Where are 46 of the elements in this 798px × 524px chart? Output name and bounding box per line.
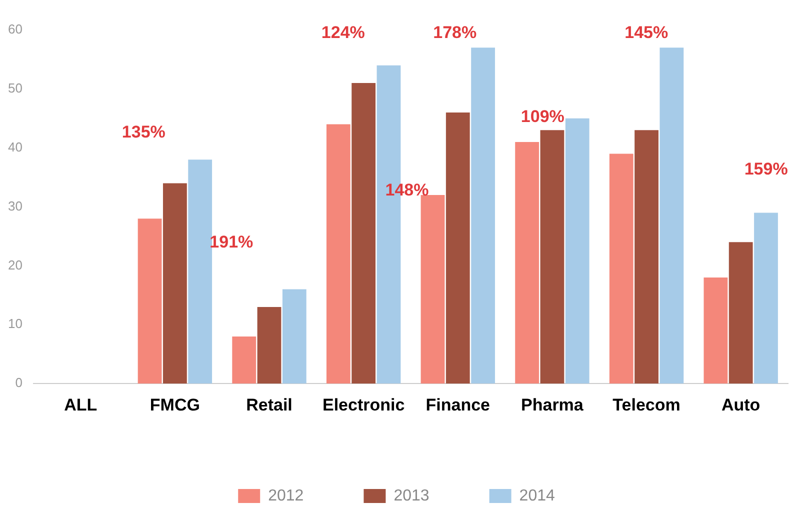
bar — [704, 278, 728, 384]
y-tick-label: 20 — [8, 257, 22, 272]
bar — [660, 48, 684, 384]
bar — [515, 142, 539, 384]
annotation: 148% — [385, 180, 429, 200]
bar — [609, 154, 634, 384]
bar — [257, 306, 282, 384]
bar — [326, 124, 350, 384]
bar — [446, 112, 470, 384]
bar — [352, 83, 376, 384]
bar — [162, 183, 187, 384]
x-tick-label: FMCG — [150, 395, 200, 414]
y-tick-label: 10 — [8, 316, 22, 332]
legend-label: 2013 — [394, 487, 430, 504]
y-tick-label: 50 — [8, 80, 22, 96]
x-tick-label: Auto — [721, 395, 760, 414]
y-tick-label: 30 — [8, 198, 22, 214]
bar — [282, 289, 306, 384]
x-tick-label: Pharma — [521, 395, 584, 414]
annotation: 124% — [321, 23, 365, 42]
y-tick-label: 40 — [8, 139, 22, 154]
bar — [565, 118, 590, 384]
bar — [420, 195, 445, 384]
x-tick-label: Finance — [426, 395, 490, 414]
annotation: 159% — [744, 159, 788, 178]
annotation: 178% — [433, 23, 477, 42]
annotation: 135% — [122, 122, 166, 142]
legend-label: 2012 — [268, 487, 304, 504]
annotation: 109% — [520, 106, 564, 126]
y-tick-label: 60 — [8, 22, 22, 37]
annotation: 191% — [210, 232, 254, 252]
bar — [728, 242, 753, 384]
bar — [754, 212, 778, 384]
bar — [232, 336, 256, 384]
y-tick-label: 0 — [15, 375, 22, 390]
bar — [540, 130, 564, 384]
bar — [471, 48, 495, 384]
bar — [188, 160, 212, 384]
x-tick-label: ALL — [64, 395, 98, 414]
bar — [634, 130, 658, 384]
annotation: 145% — [624, 23, 668, 42]
legend-label: 2014 — [519, 487, 555, 504]
x-tick-label: Telecom — [612, 395, 680, 414]
bar — [138, 218, 162, 384]
x-tick-label: Electronic — [322, 395, 405, 414]
x-tick-label: Retail — [246, 395, 292, 414]
